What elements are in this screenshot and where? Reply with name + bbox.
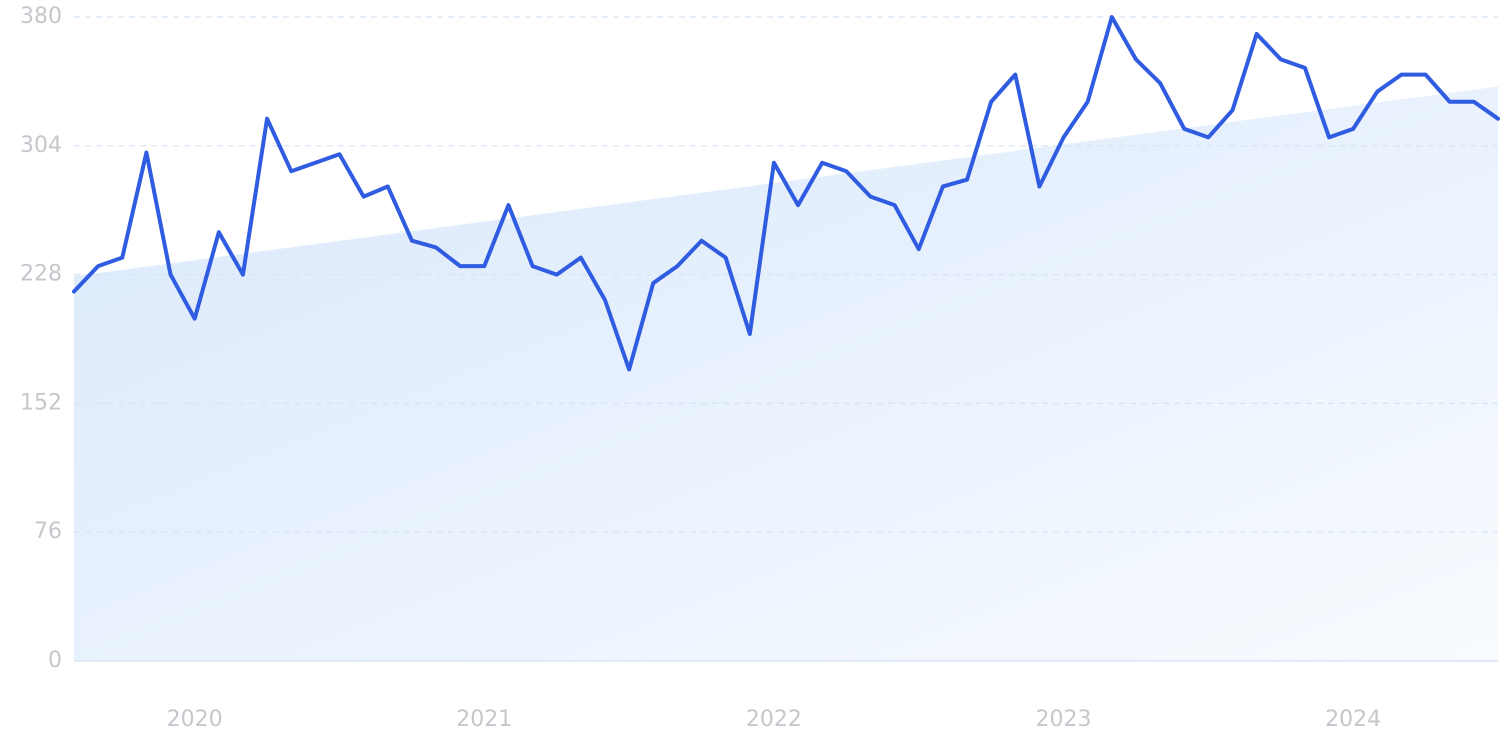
trend-area <box>74 86 1498 662</box>
y-tick-label: 228 <box>20 262 62 287</box>
y-tick-label: 380 <box>20 4 62 29</box>
x-tick-label: 2024 <box>1325 707 1381 732</box>
y-tick-label: 0 <box>48 648 62 673</box>
y-tick-label: 304 <box>20 133 62 158</box>
line <box>72 15 1500 372</box>
y-tick-label: 76 <box>34 519 62 544</box>
y-tick-label: 152 <box>20 390 62 415</box>
x-tick-label: 2021 <box>456 707 512 732</box>
x-tick-label: 2020 <box>167 707 223 732</box>
x-tick-label: 2023 <box>1036 707 1092 732</box>
x-tick-label: 2022 <box>746 707 802 732</box>
